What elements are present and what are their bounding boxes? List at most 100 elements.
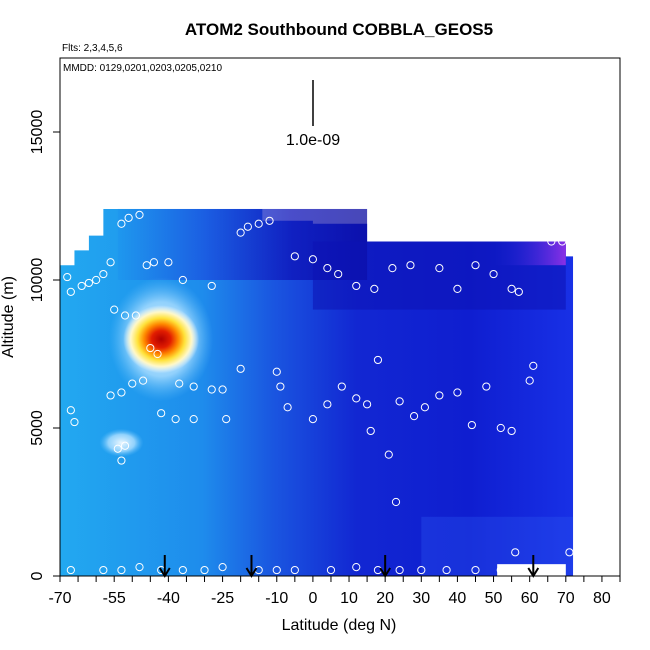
sample-point [435,391,444,400]
sample-point [153,349,162,359]
sample-point [489,269,498,279]
sample-point [66,406,75,415]
sample-point [66,287,75,296]
sample-point [467,420,476,430]
x-tick-label: 0 [308,590,317,607]
sample-point [164,258,173,267]
sample-points [63,210,574,575]
sample-point [323,400,332,409]
sample-point [290,565,299,575]
sample-point [337,382,346,391]
field-hotspot [123,305,200,374]
sample-point [518,565,527,575]
sample-point [308,415,318,424]
sample-point [507,426,516,436]
x-tick-label: 40 [449,590,467,607]
sample-point [420,403,430,412]
sample-point [565,548,574,557]
sample-point [388,264,397,273]
sample-point [283,403,292,412]
sample-point [92,275,101,285]
sample-point [146,343,155,353]
sample-point [189,415,198,424]
sample-point [110,305,119,314]
scale-indicator: 1.0e-09 [286,80,340,149]
sample-point [124,213,133,222]
sample-point [207,281,216,291]
sample-point [117,388,126,397]
sample-point [189,382,198,391]
sample-point [334,269,343,279]
y-tick-label: 5000 [29,410,46,446]
sample-point [496,423,505,433]
sample-point [290,252,299,261]
x-axis-label: Latitude (deg N) [282,617,397,634]
sample-point [272,565,281,575]
sample-point [254,219,263,228]
sample-point [171,415,180,424]
sample-point [117,456,126,465]
sample-point [117,565,126,575]
sample-point [507,284,516,293]
y-tick-label: 15000 [29,110,46,155]
sample-point [128,379,137,388]
sample-point [352,281,361,291]
sample-point [435,264,444,273]
sample-point [370,284,379,293]
sample-point [323,264,332,273]
sample-point [265,216,274,225]
sample-point [178,275,187,285]
sample-point [352,394,361,403]
sample-point [149,258,159,267]
y-axis: 0 5000 10000 15000 [29,110,60,580]
sample-point [543,565,552,575]
sample-point [175,379,184,388]
field-pale-patch [99,428,144,457]
sample-point [514,287,523,296]
x-tick-label: 80 [593,590,611,607]
sample-point [471,261,480,270]
heatmap-field [60,208,574,576]
sample-point [453,388,462,397]
y-axis-label: Altitude (m) [0,276,17,358]
sample-point [471,565,480,575]
y-tick-label: 0 [29,571,46,580]
sample-point [362,400,372,409]
sample-point [272,367,281,376]
dates-label: MMDD: 0129,0201,0203,0205,0210 [63,63,222,74]
x-tick-label: -40 [157,590,180,607]
sample-point [113,444,122,453]
sample-point [84,278,94,288]
sample-point [406,261,415,270]
field-purple-corner [493,241,566,266]
sample-point [482,382,491,391]
sample-point [366,426,375,436]
sample-point [529,361,538,370]
sample-point [66,565,75,575]
x-tick-label: -10 [265,590,288,607]
sample-point [131,311,140,320]
plot-frame [59,57,621,577]
sample-point [525,376,534,385]
sample-point [106,258,115,267]
x-tick-label: 50 [485,590,503,607]
x-tick-label: 30 [412,590,430,607]
sample-point [417,565,426,575]
sample-point [106,391,115,400]
sample-point [117,219,126,228]
flights-label: Flts: 2,3,4,5,6 [62,43,123,54]
x-tick-label: 60 [521,590,539,607]
sample-point [70,417,79,427]
sample-point [384,450,393,459]
sample-point [409,412,419,421]
sample-point [547,237,556,246]
sample-point [157,409,166,418]
x-tick-label: 70 [557,590,575,607]
sample-point [511,548,520,557]
sample-point [453,284,462,293]
sample-point [442,565,451,575]
sample-point [99,565,108,575]
sample-point [178,565,187,575]
sample-point [326,565,336,575]
